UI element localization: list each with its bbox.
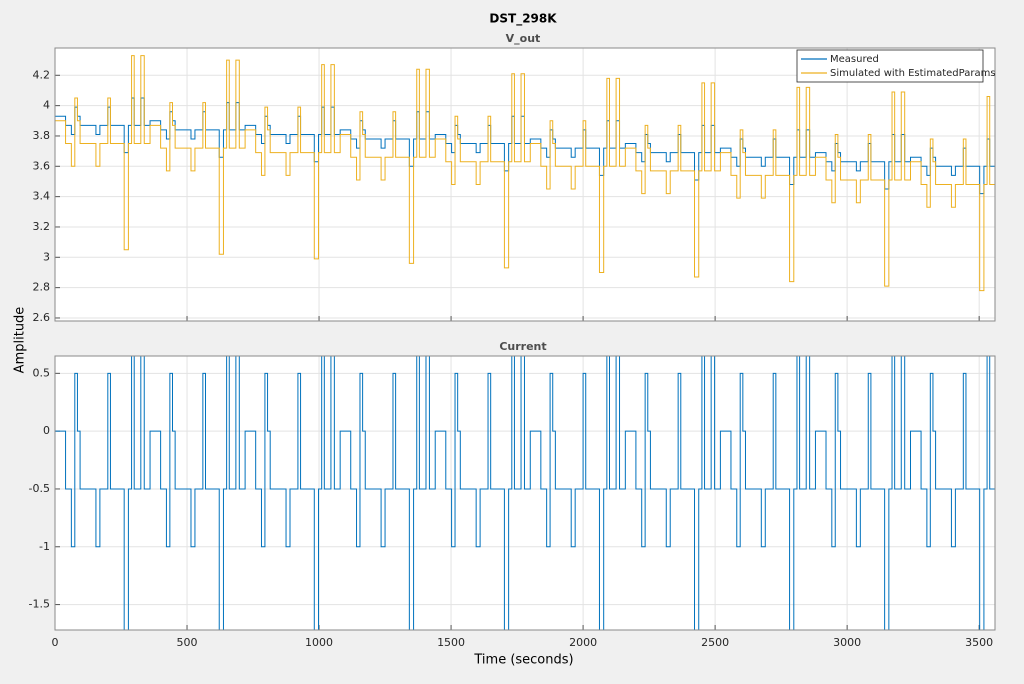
x-tick-label: 2500 [701,636,729,649]
y-tick-label: 3.4 [33,190,51,203]
series-line [55,356,995,630]
axes: 2.6 2.8 3 3.2 3.4 3.6 3.8 4 4.2 V_out Measured Simu… [33,32,996,324]
legend-label: Measured [830,54,879,65]
axes-background [55,356,995,630]
y-tick-label: -1.5 [29,598,50,611]
axes-box [54,47,996,322]
x-tick-label: 3500 [965,636,993,649]
y-tick-label: -1 [39,540,50,553]
axes-background [55,48,995,321]
y-tick-label: 3.2 [33,220,51,233]
x-axis-label: Time (seconds) [473,653,573,668]
axes-box [54,355,996,631]
y-tick-label: 0.5 [33,366,51,379]
series-line [55,55,995,292]
legend-box [796,49,984,83]
x-tick-label: 2000 [569,636,597,649]
y-tick-label: 3 [43,250,50,263]
x-tick-label: 500 [177,636,198,649]
legend-label: Simulated with EstimatedParams [830,68,996,79]
y-tick-label: 2.6 [33,311,51,324]
axes: -1.5 -1 -0.5 0 0.5 0 500 1000 1500 2000 2500 3000 35… [29,340,996,649]
y-tick-label: 3.6 [33,159,51,172]
y-tick-label: 4.2 [33,68,51,81]
x-tick-label: 0 [52,636,59,649]
y-tick-label: -0.5 [29,482,50,495]
y-axis-label: Amplitude [13,307,28,374]
x-tick-label: 3000 [833,636,861,649]
axes-title: Current [499,340,546,353]
legend: Measured Simulated with EstimatedParams [796,49,996,83]
y-tick-label: 2.8 [33,281,51,294]
y-tick-label: 0 [43,424,50,437]
x-tick-label: 1000 [305,636,333,649]
y-tick-label: 3.8 [33,129,51,142]
x-tick-label: 1500 [437,636,465,649]
y-tick-label: 4 [43,99,50,112]
figure-title: DST_298K [489,12,557,27]
axes-title: V_out [506,32,541,45]
